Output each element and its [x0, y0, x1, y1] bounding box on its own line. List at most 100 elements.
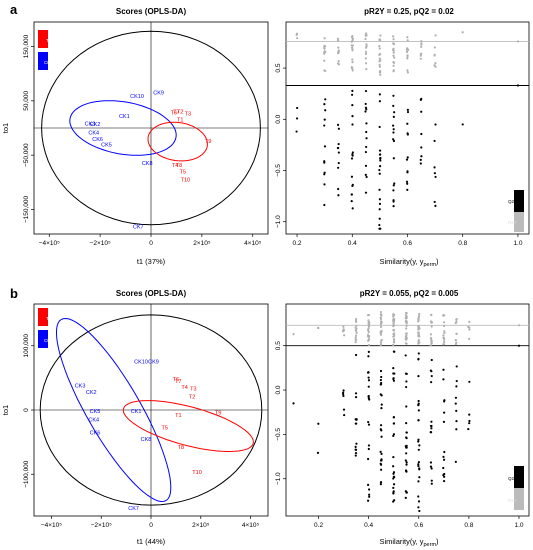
q2y-point	[468, 413, 471, 416]
r2y-point	[406, 71, 409, 74]
q2y-point	[367, 397, 370, 400]
q2y-point	[368, 495, 371, 498]
x-tick-label: 0.2	[293, 240, 302, 247]
y-tick-label: −100,000	[23, 460, 30, 488]
perm-a-legend: Q2Y R2Y	[508, 190, 524, 232]
q2y-point	[354, 445, 357, 449]
sample-label-ck4: CK4	[88, 131, 99, 137]
q2y-point	[378, 227, 381, 230]
panel-b: b Scores (OPLS-DA) −4×10⁵ −2×10⁵ 0 2×10⁵ 4×1…	[1, 286, 530, 548]
r2y-point	[323, 51, 326, 54]
r2y-point	[354, 334, 358, 337]
q2y-point	[392, 367, 395, 370]
confidence-ellipse-0	[41, 30, 261, 226]
r2y-point	[417, 334, 420, 337]
q2y-point	[354, 418, 357, 421]
r2y-point	[351, 38, 354, 42]
x-tick-label: 2×10⁵	[193, 240, 211, 247]
q2y-point	[405, 421, 408, 425]
perm-a-xlabel-main: Similarity(y, y	[379, 257, 423, 266]
r2y-point	[354, 317, 358, 321]
perm-a-y-ticks: 0.5 0.0 −0.5 −1.0	[275, 63, 286, 228]
q2y-point	[404, 469, 408, 472]
r2y-point	[417, 315, 420, 319]
q2y-point	[392, 465, 395, 468]
r2y-point	[417, 317, 420, 320]
r2y-point	[442, 343, 445, 346]
sample-label-ck7: CK7	[133, 225, 144, 231]
q2y-point	[365, 145, 368, 149]
q2y-point	[365, 130, 368, 134]
perm-a-xlabel-end: )	[436, 257, 439, 266]
q2y-point	[404, 459, 407, 462]
q2y-point	[378, 188, 381, 191]
x-tick-label: 2×10⁵	[192, 522, 210, 529]
q2y-point	[434, 123, 437, 126]
legend-a-ck-swatch	[38, 52, 48, 70]
q2y-point	[429, 461, 433, 464]
sample-label-ck1: CK1	[131, 409, 142, 415]
q2y-point	[379, 482, 382, 486]
q2y-point	[417, 358, 420, 361]
r2y-point	[343, 334, 346, 337]
q2y-point	[337, 166, 340, 169]
r2y-point	[392, 51, 395, 54]
r2y-point	[365, 46, 368, 49]
r2y-point	[406, 36, 409, 39]
q2y-point	[337, 142, 340, 146]
q2y-point	[368, 488, 371, 491]
sample-label-t6: T6	[173, 377, 179, 383]
q2y-point	[455, 365, 458, 368]
q2y-point	[516, 84, 520, 87]
r2y-point	[405, 324, 408, 328]
confidence-ellipse-0	[39, 314, 263, 506]
q2y-point	[433, 166, 436, 169]
perm-plot-a: pR2Y = 0.25, pQ2 = 0.02 0.2 0.4 0.6 0.8 1.0 …	[275, 7, 530, 268]
scores-a-title: Scores (OPLS-DA)	[116, 7, 187, 16]
q2y-point	[430, 424, 433, 428]
r2y-point	[429, 337, 433, 340]
q2y-point	[367, 355, 370, 358]
q2y-point	[392, 490, 395, 493]
q2y-point	[367, 395, 370, 398]
q2y-point	[351, 151, 354, 154]
q2y-point	[461, 123, 464, 126]
q2y-point	[364, 173, 367, 176]
r2y-point	[454, 322, 457, 325]
q2y-point	[337, 194, 340, 197]
q2y-point	[364, 102, 367, 106]
q2y-point	[455, 379, 458, 383]
r2y-point	[351, 69, 354, 72]
q2y-point	[417, 403, 420, 407]
sample-label-t3: T3	[190, 387, 196, 393]
r2y-point	[355, 324, 358, 327]
q2y-point	[379, 157, 382, 160]
sample-label-t8: T8	[176, 163, 182, 169]
r2y-point	[434, 62, 437, 65]
q2y-point	[367, 444, 371, 447]
r2y-point	[430, 313, 433, 317]
q2y-point	[350, 175, 354, 178]
q2y-point	[378, 149, 382, 152]
q2y-point	[468, 380, 471, 383]
q2y-point	[366, 483, 370, 486]
sample-label-ck2: CK2	[86, 390, 97, 396]
r2y-point	[364, 52, 368, 55]
q2y-point	[378, 172, 381, 175]
perm-a-reference-lines	[286, 41, 529, 86]
q2y-point	[406, 108, 409, 111]
q2y-point	[379, 450, 382, 454]
q2y-point	[323, 103, 326, 106]
r2y-point	[323, 52, 326, 55]
perm-b-xlabel-end: )	[436, 537, 439, 546]
r2y-point	[350, 66, 353, 69]
r2y-point	[392, 35, 395, 38]
q2y-point	[378, 125, 381, 129]
q2y-point	[406, 156, 409, 159]
sample-label-ck9: CK9	[148, 360, 159, 366]
q2y-point	[355, 442, 358, 445]
r2y-point	[380, 339, 383, 342]
r2y-point	[442, 324, 446, 328]
r2y-point	[350, 36, 354, 39]
q2y-point	[392, 104, 395, 107]
